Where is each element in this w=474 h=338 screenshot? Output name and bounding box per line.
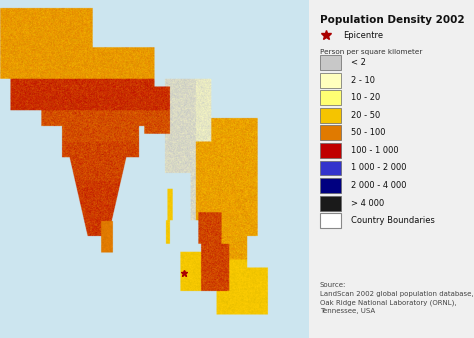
Text: < 2: < 2 — [351, 58, 366, 67]
Text: 1 000 - 2 000: 1 000 - 2 000 — [351, 164, 407, 172]
FancyBboxPatch shape — [319, 73, 341, 88]
FancyBboxPatch shape — [319, 196, 341, 211]
Text: 2 000 - 4 000: 2 000 - 4 000 — [351, 181, 407, 190]
Text: Population Density 2002: Population Density 2002 — [319, 15, 465, 25]
FancyBboxPatch shape — [319, 161, 341, 175]
Text: Epicentre: Epicentre — [343, 31, 383, 40]
FancyBboxPatch shape — [319, 90, 341, 105]
Text: 2 - 10: 2 - 10 — [351, 76, 375, 84]
FancyBboxPatch shape — [319, 55, 341, 70]
FancyBboxPatch shape — [319, 108, 341, 123]
Text: 100 - 1 000: 100 - 1 000 — [351, 146, 399, 155]
Text: Source:
LandScan 2002 global population database,
Oak Ridge National Laboratory : Source: LandScan 2002 global population … — [319, 282, 474, 314]
Text: Country Boundaries: Country Boundaries — [351, 216, 435, 225]
FancyBboxPatch shape — [319, 143, 341, 158]
Text: 20 - 50: 20 - 50 — [351, 111, 381, 120]
FancyBboxPatch shape — [319, 213, 341, 228]
Text: > 4 000: > 4 000 — [351, 199, 384, 208]
Text: 10 - 20: 10 - 20 — [351, 93, 381, 102]
Text: Person per square kilometer: Person per square kilometer — [319, 49, 422, 55]
FancyBboxPatch shape — [319, 178, 341, 193]
Text: 50 - 100: 50 - 100 — [351, 128, 386, 137]
FancyBboxPatch shape — [319, 125, 341, 140]
